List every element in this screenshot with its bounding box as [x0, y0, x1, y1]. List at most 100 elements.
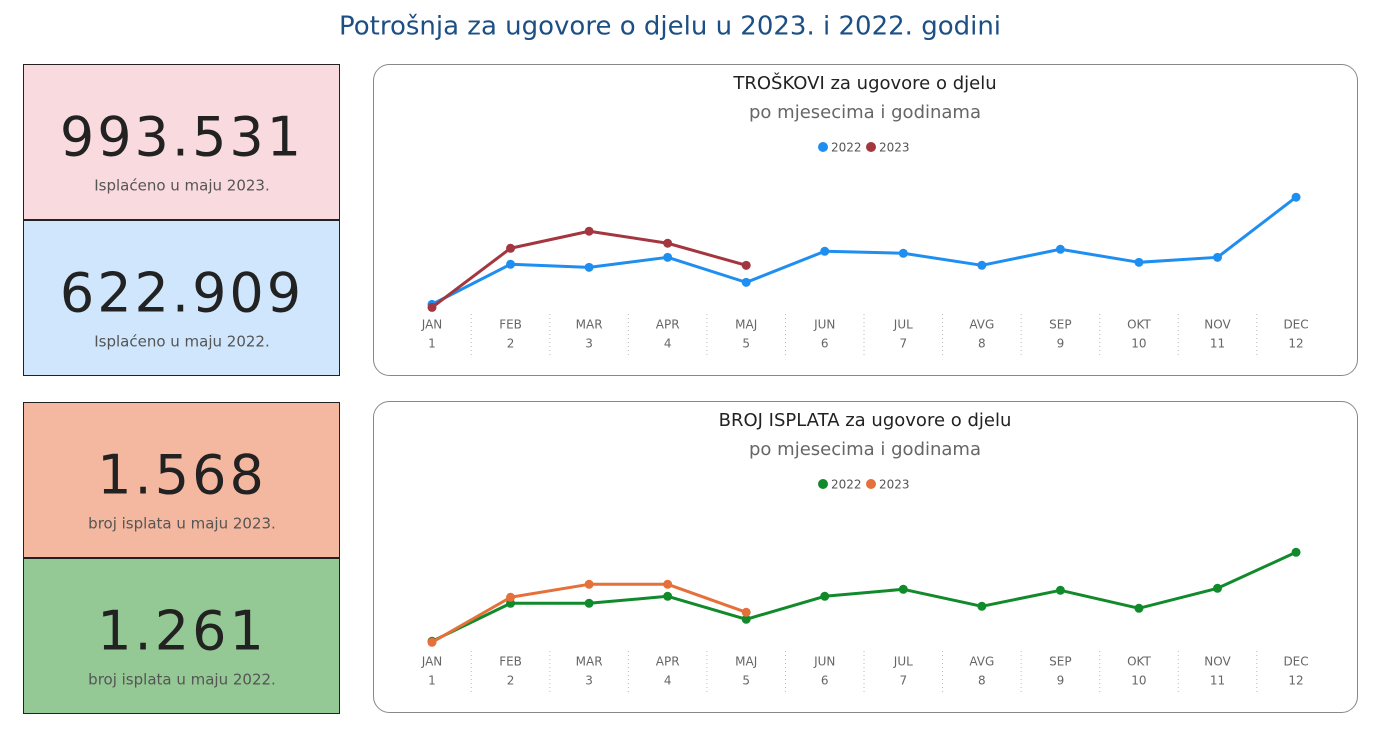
data-point [1134, 603, 1144, 613]
series-line [431, 195, 1297, 306]
kpi-value: 1.261 [97, 600, 267, 663]
kpi-label: Isplaćeno u maju 2022. [94, 333, 270, 351]
x-tick-label: MAJ [735, 318, 757, 332]
kpi-label: broj isplata u maju 2023. [88, 515, 276, 533]
x-tick-label: JUL [893, 655, 913, 669]
x-tick-label: JUN [813, 318, 835, 332]
data-point [741, 260, 751, 270]
x-tick-label: MAJ [735, 655, 757, 669]
data-point [506, 243, 516, 253]
data-point [977, 260, 987, 270]
legend-label: 2022 [831, 478, 862, 492]
kpi-value: 622.909 [60, 262, 304, 325]
x-tick-label: AVG [969, 318, 994, 332]
data-point [663, 238, 673, 248]
x-tick-sublabel: 1 [428, 337, 436, 351]
x-tick-sublabel: 10 [1131, 674, 1146, 688]
kpi-label: Isplaćeno u maju 2023. [94, 177, 270, 195]
x-tick-label: SEP [1049, 318, 1071, 332]
x-tick-label: MAR [576, 655, 603, 669]
chart-title: TROŠKOVI za ugovore o djelu [732, 72, 996, 94]
data-point [820, 591, 830, 601]
x-tick-label: JUN [813, 655, 835, 669]
data-point [977, 601, 987, 611]
x-tick-sublabel: 3 [585, 337, 593, 351]
x-tick-label: JUL [893, 318, 913, 332]
x-tick-sublabel: 4 [664, 674, 672, 688]
x-tick-label: JAN [421, 318, 443, 332]
x-tick-label: SEP [1049, 655, 1071, 669]
data-point [663, 579, 673, 589]
data-point [1213, 252, 1222, 262]
x-tick-sublabel: 11 [1210, 337, 1225, 351]
x-tick-label: OKT [1127, 318, 1151, 332]
x-tick-label: NOV [1204, 318, 1231, 332]
legend-label: 2023 [879, 478, 910, 492]
x-tick-sublabel: 5 [742, 674, 750, 688]
data-point [741, 607, 751, 617]
kpi-value: 1.568 [97, 444, 267, 507]
data-point [1134, 257, 1144, 267]
data-point [584, 579, 594, 589]
x-tick-sublabel: 7 [899, 337, 907, 351]
kpi-label: broj isplata u maju 2022. [88, 671, 276, 689]
x-tick-sublabel: 3 [585, 674, 593, 688]
data-point [506, 259, 516, 269]
page-title: Potrošnja za ugovore o djelu u 2023. i 2… [339, 12, 1001, 42]
x-tick-sublabel: 5 [742, 337, 750, 351]
kpi-card [23, 558, 340, 714]
data-point [741, 277, 751, 287]
x-tick-sublabel: 12 [1288, 674, 1303, 688]
data-point [427, 637, 437, 647]
legend-marker [866, 479, 876, 489]
x-tick-label: FEB [499, 655, 522, 669]
chart-card [373, 401, 1358, 713]
data-point [1055, 244, 1065, 254]
x-tick-sublabel: 6 [821, 674, 829, 688]
kpi-value: 993.531 [60, 106, 304, 169]
data-point [1213, 583, 1222, 593]
x-tick-sublabel: 1 [428, 674, 436, 688]
chart-subtitle: po mjesecima i godinama [749, 439, 981, 460]
chart-card [373, 64, 1358, 376]
data-point [1291, 547, 1301, 557]
legend-label: 2023 [879, 141, 910, 155]
x-tick-sublabel: 9 [1057, 674, 1065, 688]
x-tick-sublabel: 2 [507, 674, 515, 688]
series-line [431, 550, 1297, 643]
x-tick-sublabel: 11 [1210, 674, 1225, 688]
x-tick-sublabel: 7 [899, 674, 907, 688]
chart-subtitle: po mjesecima i godinama [749, 102, 981, 123]
x-tick-sublabel: 4 [664, 337, 672, 351]
x-tick-label: DEC [1283, 318, 1308, 332]
data-point [1291, 192, 1301, 202]
x-tick-label: APR [656, 318, 680, 332]
data-point [820, 246, 830, 256]
x-tick-label: NOV [1204, 655, 1231, 669]
kpi-card [23, 402, 340, 558]
x-tick-label: MAR [576, 318, 603, 332]
chart-title: BROJ ISPLATA za ugovore o djelu [719, 410, 1012, 431]
x-tick-label: JAN [421, 655, 443, 669]
x-tick-sublabel: 8 [978, 674, 986, 688]
kpi-card [23, 220, 340, 376]
data-point [506, 592, 516, 602]
kpi-card [23, 64, 340, 220]
data-point [584, 262, 594, 272]
legend-marker [818, 142, 828, 152]
x-tick-sublabel: 9 [1057, 337, 1065, 351]
legend-label: 2022 [831, 141, 862, 155]
data-point [663, 252, 673, 262]
data-point [1055, 585, 1065, 595]
data-point [898, 584, 908, 594]
x-tick-label: OKT [1127, 655, 1151, 669]
x-tick-sublabel: 10 [1131, 337, 1146, 351]
data-point [584, 598, 594, 608]
data-point [898, 248, 908, 258]
x-tick-sublabel: 8 [978, 337, 986, 351]
data-point [427, 302, 437, 312]
x-tick-label: DEC [1283, 655, 1308, 669]
x-tick-sublabel: 12 [1288, 337, 1303, 351]
